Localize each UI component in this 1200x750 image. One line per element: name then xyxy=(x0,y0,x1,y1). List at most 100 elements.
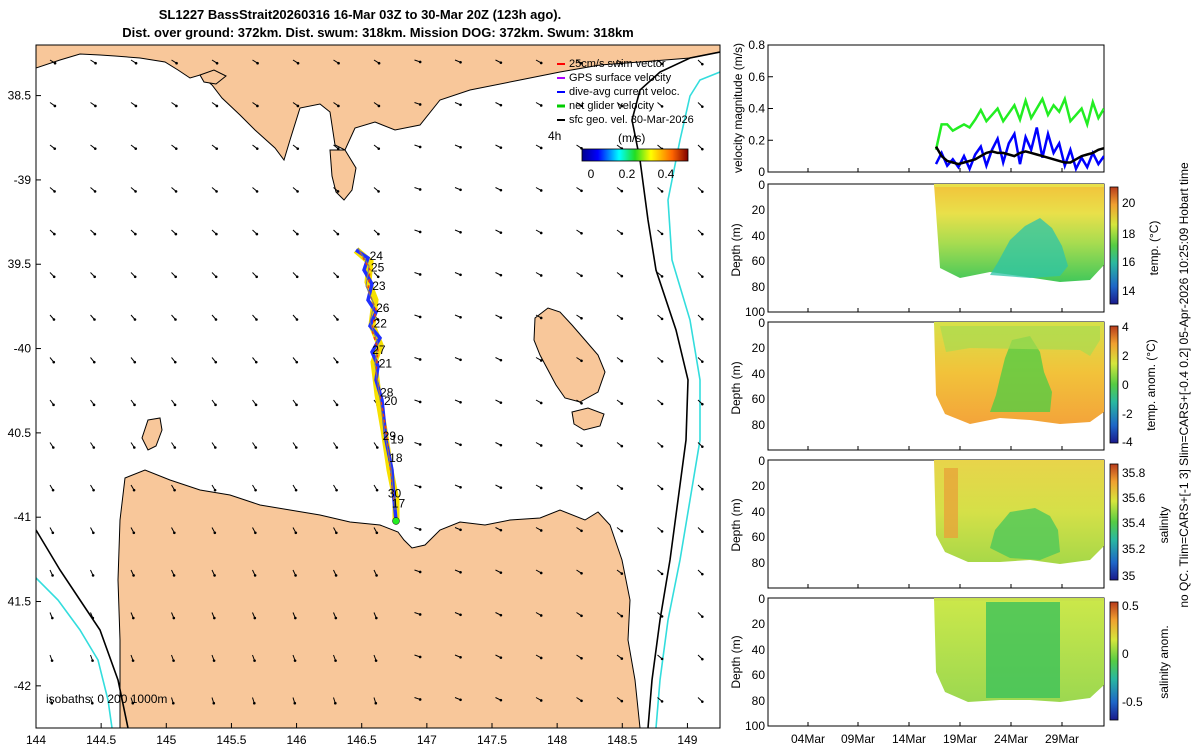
sanom-cb-tick-1: 0 xyxy=(1122,647,1129,661)
current-arrow-head xyxy=(215,190,218,193)
current-arrow-head xyxy=(418,528,422,531)
lon-tick-label: 148 xyxy=(547,733,567,747)
tanom-cb-tick-4: -4 xyxy=(1122,435,1133,449)
current-arrow-head xyxy=(660,190,664,193)
current-arrow-head xyxy=(253,574,257,577)
current-arrow-head xyxy=(293,659,297,662)
current-arrow-head xyxy=(294,488,298,492)
current-arrow-head xyxy=(539,231,543,235)
sanom-depth-20: 20 xyxy=(752,617,766,631)
current-arrow-head xyxy=(376,275,380,279)
current-arrow-head xyxy=(377,190,380,193)
current-arrow-head xyxy=(134,104,138,108)
temp-anomaly-side xyxy=(940,326,1100,356)
current-arrow-head xyxy=(336,275,339,279)
current-arrow-head xyxy=(701,572,704,576)
track-day-label: 24 xyxy=(370,249,384,263)
current-arrow-head xyxy=(133,446,136,449)
track-day-label: 19 xyxy=(390,433,404,447)
current-arrow-head xyxy=(620,274,624,278)
track-end-point xyxy=(392,517,400,525)
current-arrow-head xyxy=(175,61,178,65)
current-arrow-head xyxy=(539,529,543,532)
current-arrow-head xyxy=(580,656,583,660)
lon-tick-label: 145.5 xyxy=(216,733,246,747)
land-wilsons-promontory xyxy=(329,149,357,201)
salinity-anomaly-colorbar-bar xyxy=(1109,601,1119,721)
current-arrow-head xyxy=(174,147,178,150)
current-arrow-head xyxy=(660,530,664,533)
current-arrow-head xyxy=(336,232,340,236)
track-day-label: 20 xyxy=(384,394,398,408)
lat-tick-label: -42 xyxy=(14,679,32,693)
lon-tick-label: 144.5 xyxy=(86,733,116,747)
current-arrow-head xyxy=(173,531,176,535)
current-arrow-head xyxy=(418,273,422,276)
current-arrow-head xyxy=(459,146,462,149)
current-arrow-head xyxy=(334,616,338,620)
current-arrow-head xyxy=(539,61,543,65)
current-arrow-head xyxy=(212,659,216,662)
current-arrow-head xyxy=(499,443,503,447)
sal-depth-60: 60 xyxy=(752,530,766,544)
current-arrow-head xyxy=(580,571,583,575)
salinity-high-band xyxy=(944,468,958,538)
current-arrow-head xyxy=(374,701,378,705)
velocity-tick-label: 0.2 xyxy=(748,133,765,147)
current-arrow-head xyxy=(701,232,704,236)
current-arrow-head xyxy=(52,403,55,407)
temperature-depth-ticks: 0 20 40 60 80 100 xyxy=(745,178,765,319)
current-arrow-head xyxy=(296,232,299,236)
legend-gps: GPS surface velocity xyxy=(569,72,672,84)
current-arrow-head xyxy=(499,61,503,64)
current-arrow-head xyxy=(459,486,462,489)
current-arrow-head xyxy=(52,318,56,321)
lon-tick-label: 147.5 xyxy=(477,733,507,747)
current-arrow-head xyxy=(701,317,704,321)
track-day-label: 23 xyxy=(372,279,386,293)
temp-anomaly-surface-dots xyxy=(934,322,1104,325)
land-phillip-island xyxy=(199,69,227,85)
current-arrow-head xyxy=(660,317,664,321)
temp-anomaly-panel: 4 2 0 -2 -4 temp. anom. (°C) 0 20 40 60 … xyxy=(729,316,1158,451)
current-arrow-head xyxy=(539,146,543,150)
current-arrow-head xyxy=(51,574,54,577)
velocity-axes xyxy=(767,44,1105,173)
current-arrow-head xyxy=(660,275,664,278)
current-arrow-head xyxy=(214,446,217,449)
track-day-label: 26 xyxy=(376,301,390,315)
track-day-label: 18 xyxy=(389,451,403,465)
current-arrow-head xyxy=(51,616,54,620)
temp-depth-100: 100 xyxy=(745,305,765,319)
tanom-cb-tick-1: 2 xyxy=(1122,349,1129,363)
current-arrow-head xyxy=(377,232,380,236)
salinity-anomaly-ylabel: Depth (m) xyxy=(729,635,743,688)
current-arrow-head xyxy=(499,316,503,319)
track-day-label: 21 xyxy=(379,357,393,371)
salinity-ylabel: Depth (m) xyxy=(729,498,743,551)
current-arrow-head xyxy=(418,188,422,191)
current-arrow-head xyxy=(254,403,258,407)
current-arrow-head xyxy=(93,190,97,193)
velocity-ylabel: velocity magnitude (m/s) xyxy=(731,43,745,173)
current-arrow-head xyxy=(215,232,218,236)
current-arrow-head xyxy=(620,359,624,363)
lon-tick-label: 144 xyxy=(26,733,46,747)
legend-swim: 25cm/s swim vector xyxy=(569,58,666,70)
sanom-depth-0: 0 xyxy=(758,592,765,606)
current-arrow-head xyxy=(580,401,583,405)
colorbar-tick-2: 0.4 xyxy=(658,167,675,181)
current-arrow-head xyxy=(213,616,216,620)
current-arrow-head xyxy=(175,104,178,108)
velocity-tick-label: 0 xyxy=(758,165,765,179)
track-day-label: 30 xyxy=(388,487,402,501)
current-arrow-head xyxy=(375,574,378,577)
current-arrow-head xyxy=(296,190,299,193)
current-arrow-head xyxy=(539,656,543,660)
current-arrow-head xyxy=(92,531,95,535)
current-arrow-head xyxy=(173,446,177,449)
current-arrow-head xyxy=(701,147,704,151)
current-arrow-head xyxy=(539,699,543,702)
salinity-anomaly-surface-dots xyxy=(934,598,1104,601)
current-arrow-head xyxy=(132,574,135,577)
